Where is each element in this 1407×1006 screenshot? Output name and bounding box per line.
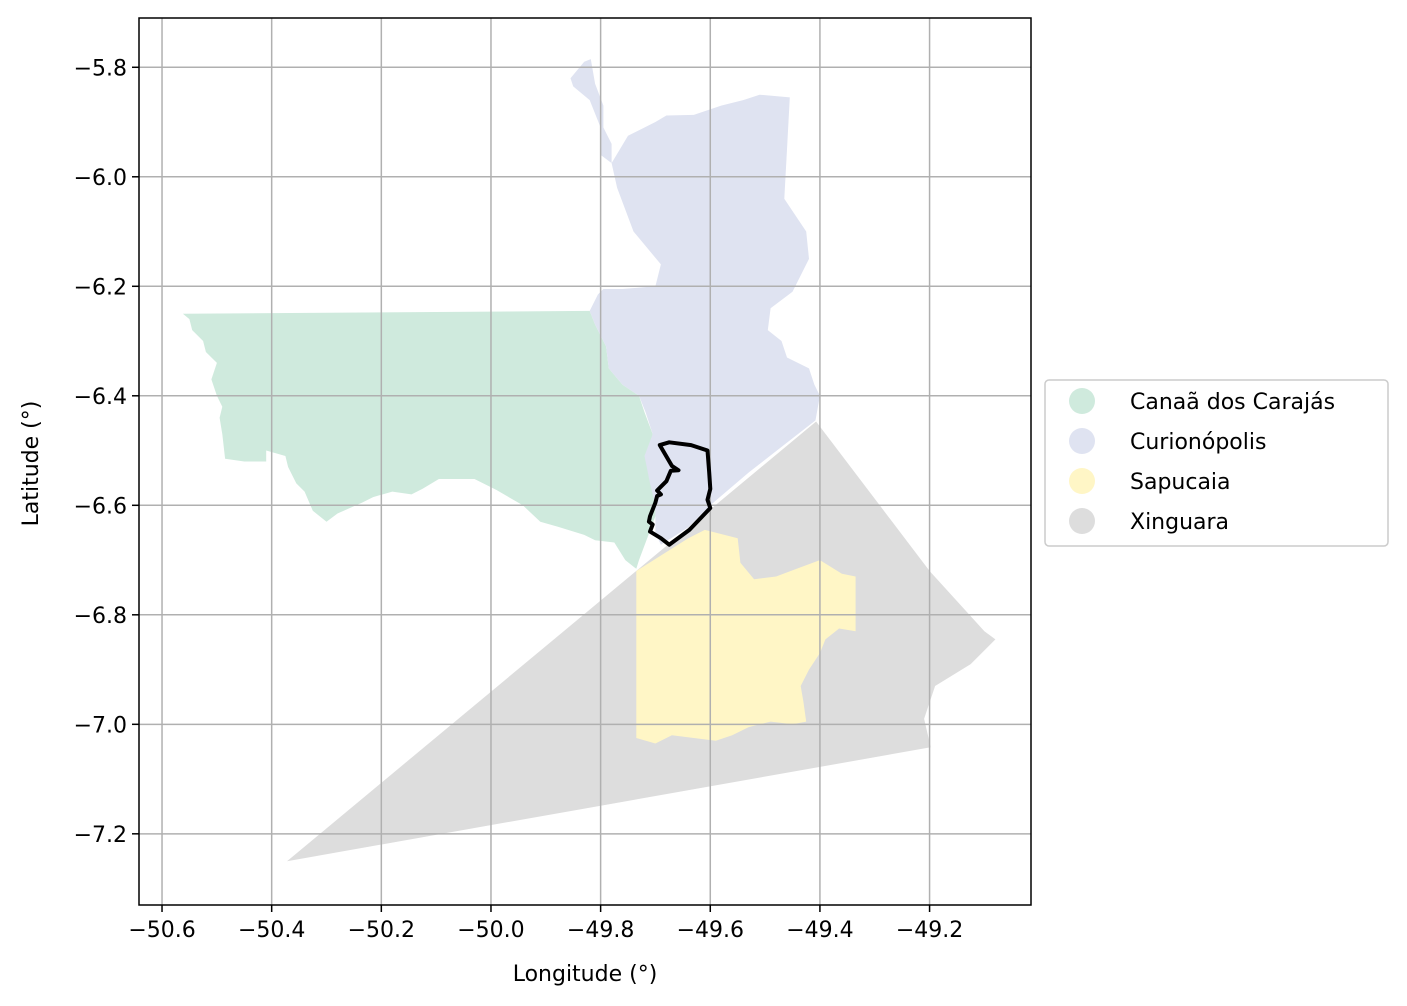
legend-marker-xinguara bbox=[1069, 508, 1095, 534]
legend-label-sapucaia: Sapucaia bbox=[1130, 470, 1231, 495]
x-tick-label: −49.2 bbox=[896, 918, 963, 943]
y-axis-ticks: −5.8 −6.0 −6.2 −6.4 −6.6 −6.8 −7.0 −7.2 bbox=[74, 56, 139, 848]
legend-marker-canaa-dos-carajas bbox=[1069, 388, 1095, 414]
x-tick-label: −50.6 bbox=[128, 918, 195, 943]
y-tick-label: −6.0 bbox=[74, 166, 127, 191]
y-tick-label: −5.8 bbox=[74, 56, 127, 81]
regions-layer bbox=[182, 59, 996, 862]
legend-box bbox=[1044, 379, 1389, 547]
highlight-layer bbox=[646, 440, 713, 547]
highlighted-boundary bbox=[646, 440, 713, 547]
legend-items: Canaã dos Carajás Curionópolis Sapucaia Xin… bbox=[1069, 388, 1335, 535]
x-tick-label: −50.0 bbox=[457, 918, 524, 943]
legend: Canaã dos Carajás Curionópolis Sapucaia Xin… bbox=[1044, 379, 1389, 547]
y-tick-label: −7.2 bbox=[74, 823, 127, 848]
legend-marker-sapucaia bbox=[1069, 468, 1095, 494]
legend-marker-curionopolis bbox=[1069, 428, 1095, 454]
y-tick-label: −6.2 bbox=[74, 275, 127, 300]
y-tick-label: −6.8 bbox=[74, 604, 127, 629]
x-tick-label: −49.8 bbox=[567, 918, 634, 943]
y-tick-label: −7.0 bbox=[74, 713, 127, 738]
region-canaa-dos-carajas bbox=[182, 310, 656, 569]
y-tick-label: −6.6 bbox=[74, 494, 127, 519]
axes-frame bbox=[138, 17, 1032, 906]
legend-label-canaa-dos-carajas: Canaã dos Carajás bbox=[1130, 390, 1335, 415]
region-curionopolis bbox=[570, 59, 820, 545]
y-tick-label: −6.4 bbox=[74, 385, 127, 410]
x-tick-label: −50.4 bbox=[238, 918, 305, 943]
x-axis-title: Longitude (°) bbox=[513, 962, 658, 987]
x-tick-label: −50.2 bbox=[348, 918, 415, 943]
y-axis-title: Latitude (°) bbox=[19, 401, 44, 527]
legend-label-curionopolis: Curionópolis bbox=[1130, 430, 1266, 455]
x-axis-ticks: −50.6 −50.4 −50.2 −50.0 −49.8 −49.6 −49.4 −49.2 bbox=[128, 905, 963, 943]
grid-layer bbox=[139, 18, 1031, 905]
region-sapucaia bbox=[636, 529, 856, 744]
x-tick-label: −49.6 bbox=[677, 918, 744, 943]
x-tick-label: −49.4 bbox=[786, 918, 853, 943]
plot-area bbox=[138, 17, 1032, 906]
legend-label-xinguara: Xinguara bbox=[1130, 510, 1229, 535]
